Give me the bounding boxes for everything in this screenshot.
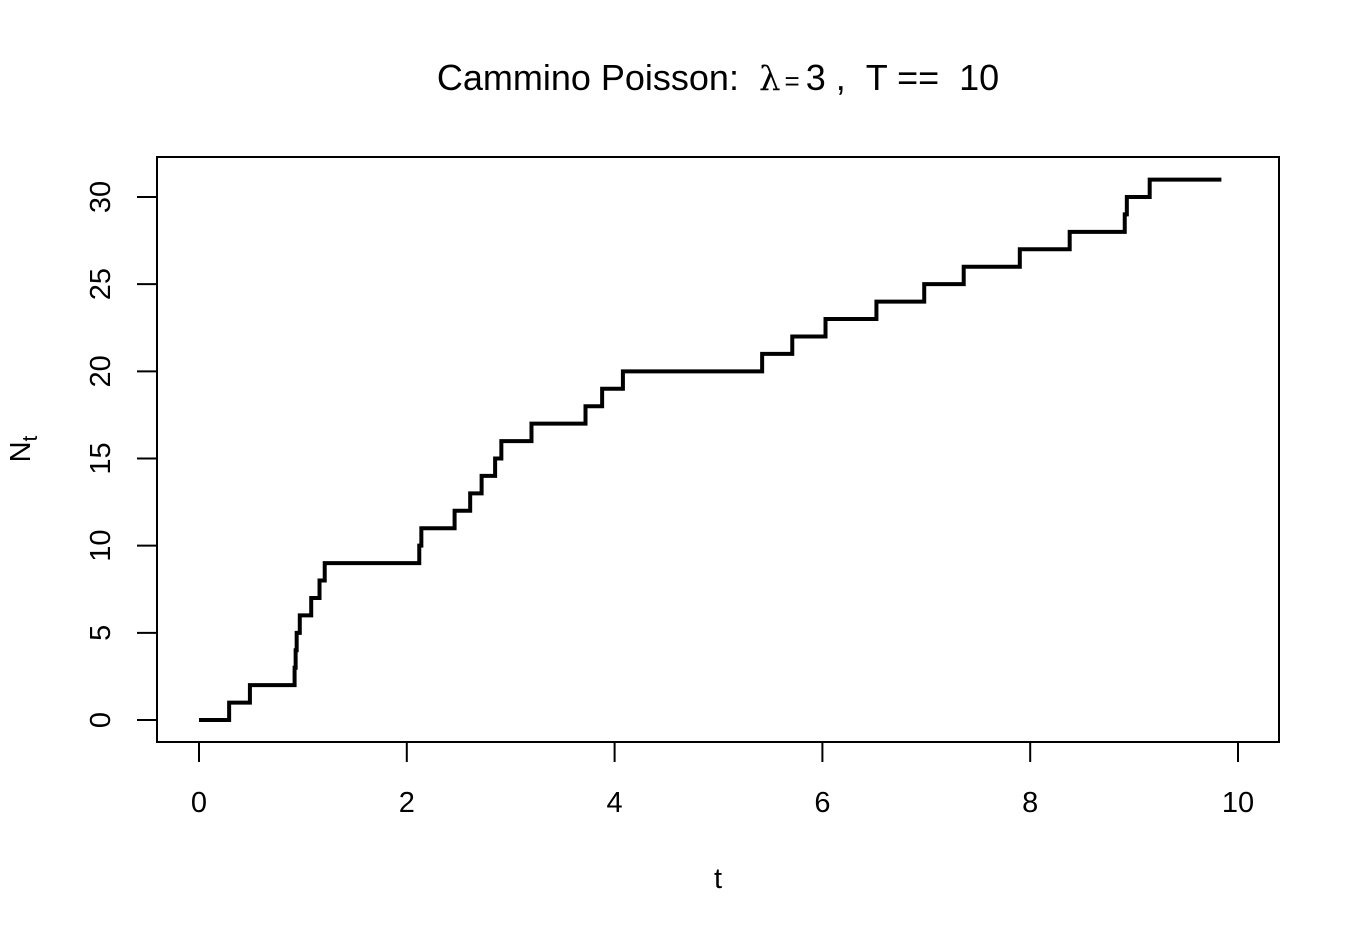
x-tick-label: 6: [814, 787, 830, 819]
y-axis-label-sub: t: [19, 435, 42, 441]
title-lambda-symbol: λ: [759, 59, 781, 99]
x-tick-label: 10: [1222, 787, 1254, 819]
series-layer: [199, 177, 1222, 722]
y-tick-label: 15: [85, 442, 117, 474]
y-tick-label: 0: [85, 712, 117, 728]
title-prefix: Cammino Poisson:: [437, 57, 759, 98]
y-tick-label: 30: [85, 181, 117, 213]
plot-frame: [156, 156, 1280, 743]
y-tick-label: 5: [85, 625, 117, 641]
title-lambda-value: 3 , T == 10: [806, 57, 999, 98]
x-tick-label: 0: [191, 787, 207, 819]
title-equals: =: [785, 66, 800, 96]
y-axis: 0 5 10 15 20 25 30: [85, 181, 158, 728]
y-tick-label: 20: [85, 355, 117, 387]
y-tick-label: 25: [85, 268, 117, 300]
y-tick-label: 10: [85, 530, 117, 562]
x-axis-label: t: [714, 863, 722, 895]
y-axis-label: Nt: [5, 435, 42, 462]
x-tick-label: 4: [607, 787, 623, 819]
x-tick-label: 8: [1022, 787, 1038, 819]
x-tick-label: 2: [399, 787, 415, 819]
chart-title: Cammino Poisson: λ = 3 , T == 10: [437, 57, 999, 99]
y-axis-label-main: N: [5, 441, 37, 462]
series-step-line: [199, 177, 1222, 722]
x-axis: 0 2 4 6 8 10: [191, 741, 1254, 819]
